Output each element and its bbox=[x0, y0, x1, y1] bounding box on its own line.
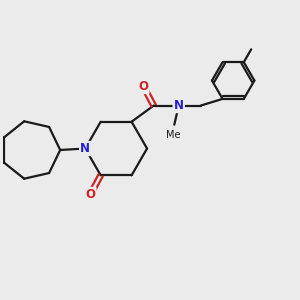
Text: Me: Me bbox=[166, 130, 180, 140]
Text: N: N bbox=[80, 142, 90, 155]
Text: O: O bbox=[138, 80, 148, 93]
Text: O: O bbox=[85, 188, 95, 201]
Text: N: N bbox=[174, 99, 184, 112]
